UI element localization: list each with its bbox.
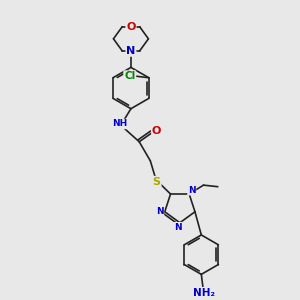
Text: NH: NH: [112, 119, 127, 128]
Text: NH₂: NH₂: [193, 288, 215, 298]
Text: O: O: [152, 126, 161, 136]
Text: S: S: [153, 177, 161, 187]
Text: N: N: [126, 46, 136, 56]
Text: O: O: [126, 22, 136, 32]
Text: N: N: [174, 223, 182, 232]
Text: N: N: [188, 186, 196, 195]
Text: N: N: [156, 207, 164, 216]
Text: Cl: Cl: [124, 71, 135, 81]
